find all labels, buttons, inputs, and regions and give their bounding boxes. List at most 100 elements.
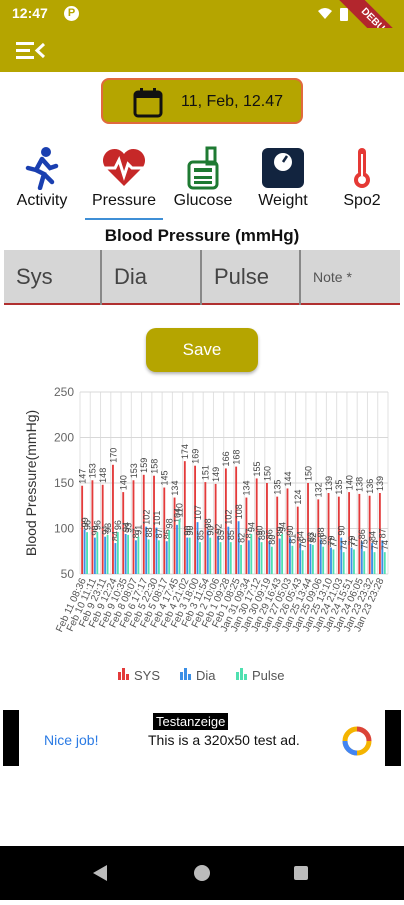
data-label: 98 bbox=[164, 518, 174, 528]
bar-pulse bbox=[188, 537, 191, 574]
bar-dia bbox=[237, 521, 240, 574]
data-label: 170 bbox=[108, 448, 118, 463]
bar-sys bbox=[348, 492, 351, 574]
bar-sys bbox=[224, 468, 227, 574]
data-label: 132 bbox=[314, 482, 324, 497]
bar-sys bbox=[214, 483, 217, 574]
legend-swatch bbox=[126, 674, 129, 680]
system-nav-bar bbox=[0, 846, 404, 900]
data-label: 92 bbox=[213, 524, 223, 534]
data-label: 148 bbox=[98, 468, 108, 483]
tab-weight[interactable]: Weight bbox=[250, 140, 316, 220]
data-label: 81 bbox=[288, 534, 298, 544]
bar-pulse bbox=[311, 544, 314, 574]
data-label: 166 bbox=[221, 451, 231, 466]
legend-swatch bbox=[188, 674, 191, 680]
data-label: 149 bbox=[211, 467, 221, 482]
data-label: 90 bbox=[254, 526, 264, 536]
bar-sys bbox=[276, 496, 279, 574]
data-label: 140 bbox=[119, 475, 129, 490]
scale-icon bbox=[262, 148, 304, 188]
data-label: 169 bbox=[190, 449, 200, 464]
nav-buttons bbox=[93, 865, 308, 881]
bar-pulse bbox=[199, 542, 201, 574]
home-icon[interactable] bbox=[194, 865, 210, 881]
bar-dia bbox=[309, 543, 312, 574]
bar-pulse bbox=[332, 549, 335, 574]
data-label: 77 bbox=[349, 537, 359, 547]
bar-sys bbox=[245, 497, 248, 574]
data-label: 138 bbox=[355, 477, 365, 492]
bar-sys bbox=[112, 464, 114, 574]
back-icon[interactable] bbox=[93, 865, 107, 881]
note-input[interactable] bbox=[301, 250, 400, 303]
bar-dia bbox=[227, 526, 230, 574]
y-tick-label: 50 bbox=[61, 567, 75, 581]
data-label: 84 bbox=[367, 531, 377, 541]
data-label: 139 bbox=[324, 476, 334, 491]
bar-dia bbox=[217, 535, 219, 574]
data-label: 85 bbox=[195, 530, 205, 540]
field-divider bbox=[200, 250, 202, 305]
tab-label: Pressure bbox=[91, 192, 157, 209]
data-label: 96 bbox=[93, 520, 103, 530]
data-label: 85 bbox=[216, 530, 226, 540]
data-label: 74 bbox=[339, 540, 349, 550]
data-label: 144 bbox=[283, 471, 293, 486]
data-label: 87 bbox=[131, 528, 141, 538]
bar-dia bbox=[114, 543, 117, 574]
data-label: 168 bbox=[231, 450, 241, 465]
bar-pulse bbox=[147, 539, 150, 574]
data-label: 102 bbox=[141, 510, 151, 525]
ad-text: This is a 320x50 test ad. bbox=[148, 732, 300, 748]
tab-pressure[interactable]: Pressure bbox=[84, 140, 164, 220]
data-label: 86 bbox=[265, 529, 275, 539]
y-tick-label: 150 bbox=[54, 476, 74, 490]
bar-pulse bbox=[363, 551, 366, 574]
date-picker-button[interactable]: 11, Feb, 12.47 bbox=[101, 78, 303, 124]
glucose-meter-icon bbox=[187, 146, 219, 190]
bar-pulse bbox=[209, 537, 212, 574]
bar-dia bbox=[340, 537, 343, 574]
tab-spo2[interactable]: Spo2 bbox=[334, 140, 390, 220]
status-time: 12:47 bbox=[12, 5, 48, 21]
data-label: 91 bbox=[134, 525, 144, 535]
data-label: 82 bbox=[236, 533, 246, 543]
bar-dia bbox=[289, 537, 291, 574]
menu-icon[interactable] bbox=[16, 40, 46, 62]
tab-glucose[interactable]: Glucose bbox=[168, 140, 238, 220]
field-divider bbox=[100, 250, 102, 305]
data-label: 90 bbox=[185, 526, 195, 536]
bar-pulse bbox=[127, 534, 130, 574]
bar-pulse bbox=[353, 549, 355, 574]
y-tick-label: 200 bbox=[54, 431, 74, 445]
data-label: 86 bbox=[162, 529, 172, 539]
data-label: 91 bbox=[100, 525, 110, 535]
save-button[interactable]: Save bbox=[146, 328, 258, 372]
y-tick-label: 250 bbox=[54, 385, 74, 399]
data-label: 110 bbox=[175, 503, 185, 517]
tab-label: Glucose bbox=[173, 192, 233, 209]
pulse-input[interactable] bbox=[202, 250, 299, 303]
data-label: 107 bbox=[193, 505, 203, 520]
data-label: 94 bbox=[121, 522, 131, 532]
data-label: 96 bbox=[82, 520, 92, 530]
data-label: 150 bbox=[303, 466, 313, 481]
bar-dia bbox=[145, 526, 148, 574]
field-divider bbox=[299, 250, 301, 305]
bar-sys bbox=[153, 475, 155, 574]
bar-dia bbox=[196, 522, 199, 574]
data-label: 80 bbox=[267, 535, 277, 545]
tab-activity[interactable]: Activity bbox=[8, 140, 76, 220]
data-label: 79 bbox=[326, 536, 336, 546]
dia-input[interactable] bbox=[102, 250, 200, 303]
y-axis-label: Blood Pressure(mmHg) bbox=[23, 410, 39, 556]
data-label: 151 bbox=[201, 465, 211, 480]
data-label: 87 bbox=[378, 528, 388, 538]
data-label: 90 bbox=[285, 526, 295, 536]
bar-pulse bbox=[281, 533, 284, 574]
sys-input[interactable] bbox=[4, 250, 100, 303]
data-label: 104 bbox=[172, 508, 182, 523]
recents-icon[interactable] bbox=[294, 866, 308, 880]
ad-logo-icon bbox=[342, 726, 372, 756]
